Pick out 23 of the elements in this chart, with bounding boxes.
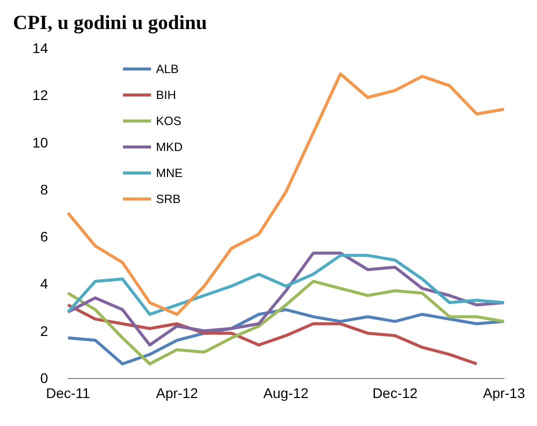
- legend-label: KOS: [156, 114, 182, 128]
- legend-label: ALB: [156, 62, 179, 76]
- y-tick-label: 10: [32, 134, 48, 150]
- y-tick-label: 4: [40, 276, 48, 292]
- y-tick-label: 6: [40, 228, 48, 245]
- legend-label: MNE: [156, 166, 183, 180]
- x-tick-label: Dec-12: [372, 385, 418, 401]
- x-tick-label: Apr-13: [482, 385, 526, 401]
- line-series: [66, 72, 506, 316]
- y-tick-label: 0: [40, 370, 48, 386]
- x-tick-label: Aug-12: [263, 385, 309, 401]
- line-series: [66, 254, 506, 316]
- y-tick-label: 2: [40, 322, 48, 339]
- legend-label: BIH: [156, 88, 176, 102]
- y-tick-label: 8: [40, 181, 48, 198]
- chart-title: CPI, u godini u godinu: [13, 12, 207, 34]
- line-series: [66, 280, 506, 366]
- y-tick-label: 12: [32, 87, 48, 104]
- x-tick-label: Apr-12: [156, 385, 198, 401]
- x-tick-label: Dec-11: [46, 385, 90, 401]
- y-tick-label: 14: [32, 40, 48, 56]
- legend-label: MKD: [156, 140, 183, 154]
- legend-label: SRB: [156, 192, 181, 206]
